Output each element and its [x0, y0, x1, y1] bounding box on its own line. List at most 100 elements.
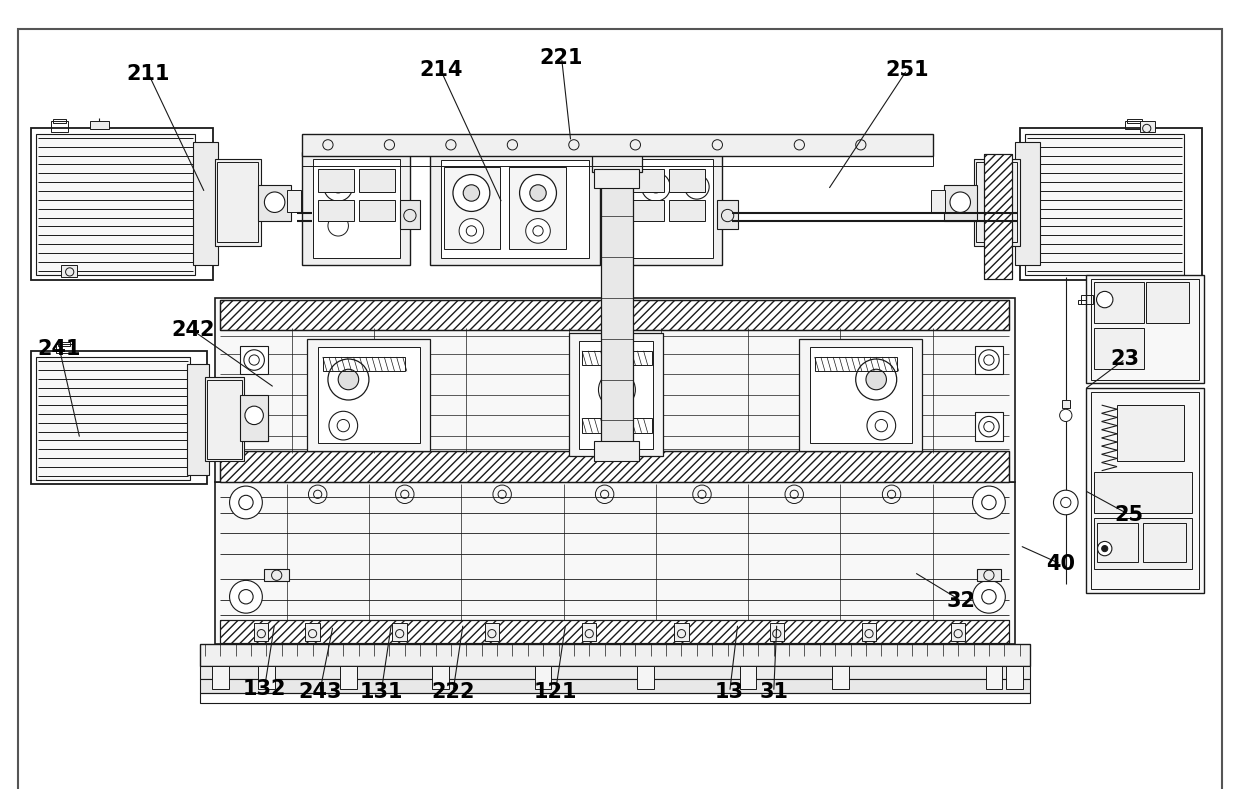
Bar — [944, 185, 977, 221]
Bar — [212, 666, 228, 689]
Bar — [340, 666, 357, 689]
Bar — [510, 167, 565, 250]
Circle shape — [1054, 490, 1078, 514]
Bar — [1007, 666, 1023, 689]
Text: 214: 214 — [419, 60, 463, 80]
Bar — [718, 200, 738, 229]
Bar — [1146, 282, 1189, 323]
Bar — [221, 451, 1009, 482]
Bar — [1091, 392, 1199, 589]
Bar — [670, 170, 706, 192]
Text: 132: 132 — [243, 679, 286, 699]
Bar — [579, 341, 652, 449]
Bar — [1024, 134, 1184, 275]
Circle shape — [324, 173, 352, 201]
Bar — [485, 623, 498, 641]
Bar — [594, 170, 640, 188]
Bar — [1095, 328, 1143, 370]
Bar — [358, 170, 394, 192]
Circle shape — [453, 174, 490, 211]
Bar — [358, 200, 394, 221]
Bar — [629, 200, 665, 221]
Bar — [393, 623, 407, 641]
Circle shape — [1060, 410, 1071, 422]
Bar — [670, 200, 706, 221]
Bar — [582, 351, 652, 365]
Bar — [312, 159, 399, 258]
Bar — [770, 623, 784, 641]
Bar — [305, 623, 320, 641]
Bar — [303, 152, 410, 265]
Circle shape — [867, 411, 895, 440]
Bar — [216, 159, 262, 246]
Circle shape — [264, 192, 285, 213]
Bar — [622, 159, 713, 258]
Circle shape — [609, 382, 625, 398]
Text: 13: 13 — [715, 682, 744, 702]
Bar — [317, 346, 420, 443]
Bar — [254, 623, 269, 641]
Circle shape — [856, 359, 897, 400]
Bar — [317, 170, 353, 192]
Text: 31: 31 — [759, 682, 789, 702]
Bar — [1125, 122, 1143, 130]
Text: 221: 221 — [539, 48, 583, 68]
Bar — [440, 160, 589, 258]
Bar — [51, 122, 68, 131]
Circle shape — [978, 416, 999, 437]
Bar — [986, 666, 1002, 689]
Bar — [239, 395, 269, 441]
Bar — [1095, 518, 1192, 569]
Bar — [258, 666, 274, 689]
Circle shape — [1101, 546, 1107, 552]
Bar — [239, 346, 269, 374]
Bar — [983, 154, 1013, 279]
Text: 25: 25 — [1115, 505, 1143, 525]
Bar — [308, 338, 430, 451]
Text: 121: 121 — [533, 682, 577, 702]
Bar — [1095, 282, 1143, 323]
Bar — [832, 666, 848, 689]
Bar — [216, 482, 1014, 644]
Bar — [303, 134, 932, 156]
Circle shape — [244, 350, 264, 370]
Bar — [1081, 295, 1094, 304]
Bar — [322, 357, 404, 371]
Bar — [1078, 299, 1086, 304]
Bar — [810, 346, 913, 443]
Bar — [58, 342, 69, 346]
Circle shape — [526, 218, 551, 243]
Text: 23: 23 — [1111, 349, 1140, 369]
Text: 251: 251 — [885, 60, 929, 80]
Bar — [593, 144, 641, 173]
Bar — [36, 134, 195, 275]
Circle shape — [529, 185, 546, 201]
Bar — [615, 152, 723, 265]
Bar — [1086, 275, 1204, 382]
Bar — [433, 666, 449, 689]
Bar — [399, 200, 420, 229]
Bar — [534, 666, 552, 689]
Bar — [1140, 122, 1154, 131]
Circle shape — [327, 359, 370, 400]
Circle shape — [520, 174, 557, 211]
Bar — [221, 620, 1009, 643]
Text: 131: 131 — [360, 682, 403, 702]
Bar — [983, 154, 1013, 279]
Bar — [800, 338, 923, 451]
Text: 40: 40 — [1047, 554, 1075, 574]
Bar — [973, 159, 1019, 246]
Bar — [977, 569, 1001, 582]
Bar — [200, 666, 1030, 678]
Circle shape — [229, 486, 263, 519]
Bar — [862, 623, 877, 641]
Bar — [239, 412, 269, 441]
Bar — [303, 156, 932, 166]
Circle shape — [246, 406, 263, 425]
Bar — [444, 167, 500, 250]
Bar — [1086, 388, 1204, 593]
Text: 32: 32 — [947, 591, 976, 611]
Bar — [200, 678, 1030, 693]
Circle shape — [972, 486, 1006, 519]
Bar — [815, 357, 897, 371]
